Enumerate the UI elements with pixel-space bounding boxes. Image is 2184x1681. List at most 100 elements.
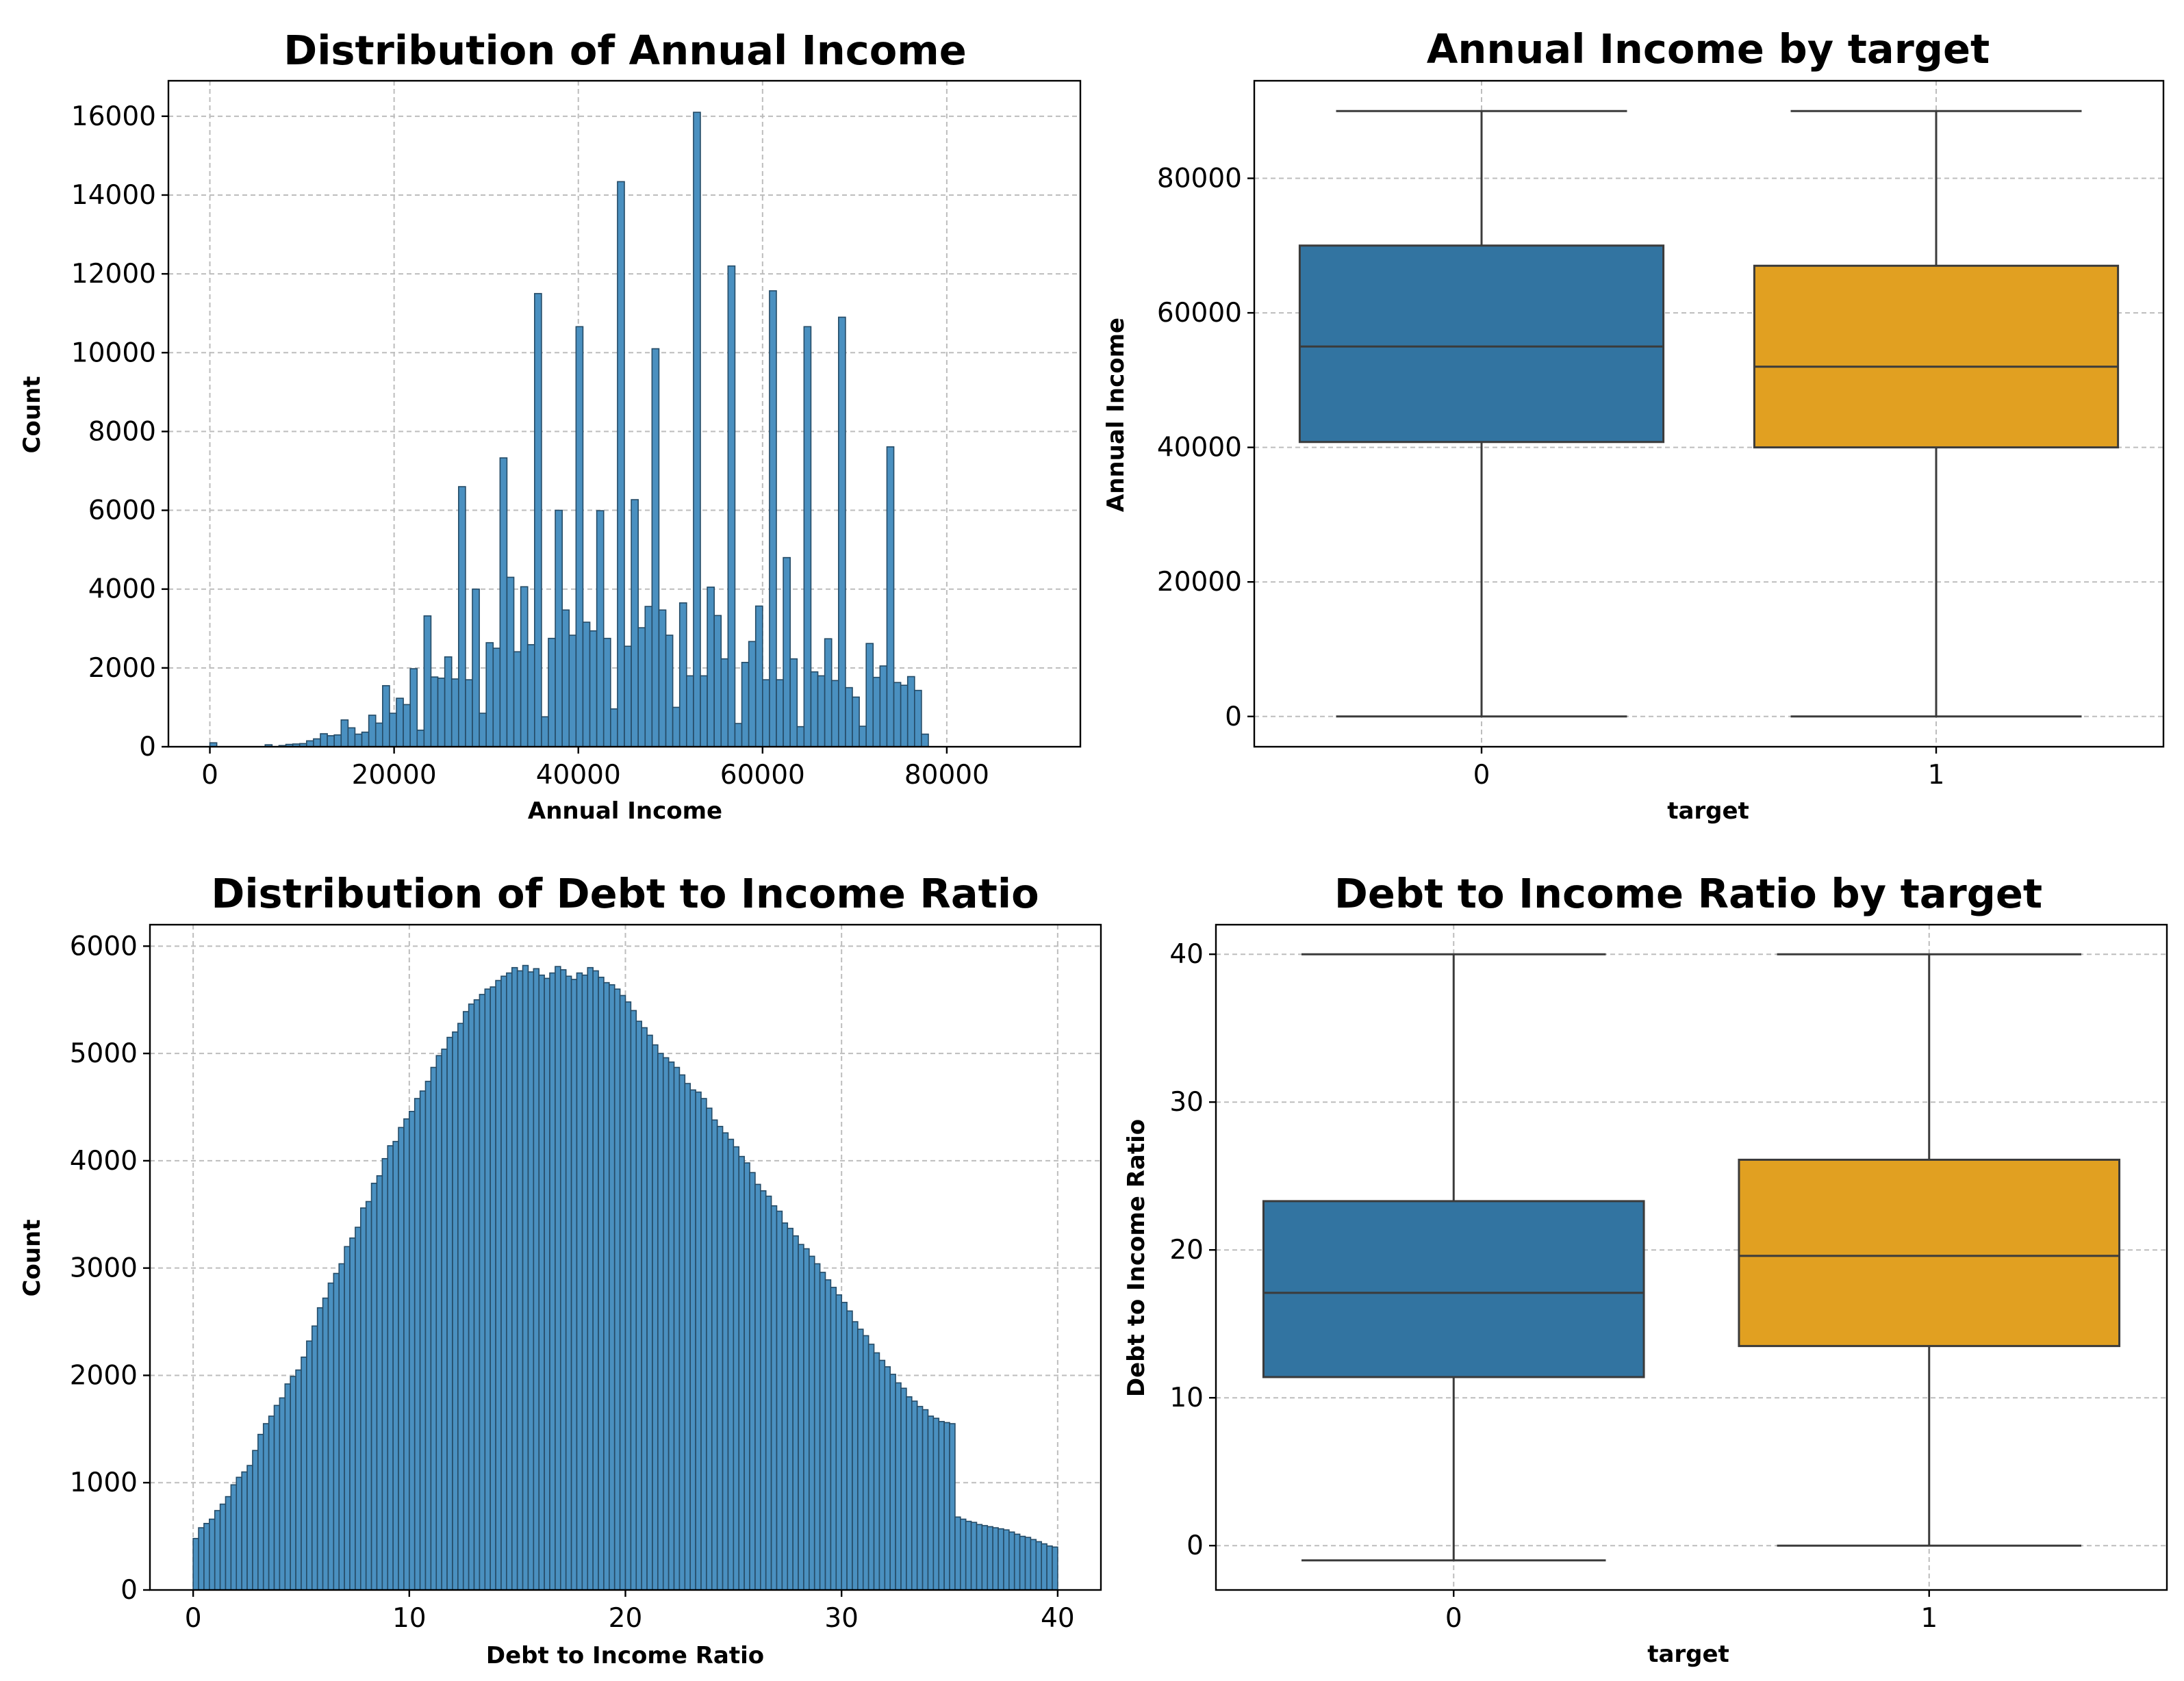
histogram-bar	[295, 1369, 302, 1591]
histogram-bar	[798, 1244, 804, 1591]
histogram-bar	[1003, 1529, 1010, 1591]
y-tick-label: 10	[1169, 1383, 1204, 1413]
histogram-bar	[867, 1344, 875, 1591]
histogram-bar	[770, 1205, 778, 1591]
histogram-bar	[1019, 1535, 1026, 1591]
histogram-bar	[423, 615, 432, 747]
y-tick-label: 10000	[71, 337, 156, 368]
histogram-bar	[981, 1525, 989, 1591]
histogram-bar	[555, 509, 563, 747]
histogram-bar	[938, 1421, 945, 1591]
histogram-bar	[374, 722, 383, 747]
y-tick-label: 2000	[88, 653, 156, 684]
box-iqr	[1262, 1200, 1645, 1378]
histogram-bar	[916, 1406, 924, 1591]
x-tick-label: 0	[1473, 760, 1490, 791]
y-tick-label: 3000	[70, 1253, 138, 1284]
histogram-bar	[520, 586, 529, 747]
histogram-bar	[347, 727, 356, 747]
histogram-bar	[430, 1066, 437, 1591]
histogram-bar	[513, 651, 522, 747]
y-tick-label: 40	[1169, 939, 1204, 970]
histogram-bar	[803, 1248, 810, 1591]
histogram-bar	[446, 1036, 453, 1591]
histogram-bar	[830, 680, 839, 747]
histogram-bar	[965, 1520, 972, 1591]
histogram-bar	[396, 697, 404, 747]
histogram-bar	[678, 1074, 686, 1591]
histogram-bar	[613, 988, 621, 1591]
histogram-bar	[641, 1027, 648, 1591]
histogram-bar	[246, 1465, 253, 1591]
histogram-bar	[479, 994, 486, 1591]
plot-frame	[1215, 923, 2168, 1591]
histogram-bar	[365, 1201, 372, 1591]
histogram-bar	[652, 1044, 659, 1591]
y-tick-label: 6000	[88, 496, 156, 526]
histogram-bar	[576, 972, 583, 1591]
histogram-bar	[538, 974, 545, 1591]
histogram-bar	[575, 326, 584, 747]
histogram-bar	[458, 486, 466, 747]
chart-title: Debt to Income Ratio by target	[1334, 870, 2042, 917]
x-axis-label: target	[1647, 1641, 1729, 1668]
histogram-bar	[301, 1357, 307, 1591]
histogram-bar	[424, 1081, 432, 1591]
histogram-bar	[741, 661, 750, 747]
y-tick-label: 8000	[88, 416, 156, 447]
histogram-bar	[414, 1098, 421, 1591]
x-tick-label: 1	[1928, 760, 1945, 791]
histogram-bar	[796, 726, 805, 747]
histogram-bar	[472, 588, 480, 747]
histogram-bar	[879, 665, 888, 747]
histogram-bar	[630, 1010, 637, 1591]
histogram-bar	[824, 1279, 832, 1591]
histogram-bar	[713, 615, 722, 747]
histogram-bar	[1013, 1533, 1021, 1591]
y-tick-label: 20	[1169, 1235, 1204, 1266]
histogram-bar	[900, 1387, 907, 1591]
histogram-bar	[387, 1145, 394, 1591]
histogram-bar	[359, 1207, 367, 1591]
y-tick-label: 30	[1169, 1087, 1204, 1118]
histogram-bar	[511, 966, 518, 1591]
income-boxplot-panel: Annual Income by target target Annual In…	[1102, 25, 2165, 825]
x-tick-label: 40	[1041, 1603, 1075, 1634]
histogram-bar	[589, 630, 598, 747]
histogram-bar	[878, 1359, 886, 1591]
histogram-bar	[884, 1366, 891, 1591]
histogram-bar	[555, 966, 561, 1591]
histogram-bar	[225, 1496, 232, 1591]
histogram-bar	[835, 1294, 842, 1591]
histogram-bar	[722, 1132, 729, 1591]
histogram-bar	[284, 1383, 291, 1591]
histogram-bar	[1024, 1537, 1032, 1591]
histogram-bar	[603, 981, 610, 1591]
chart-title: Annual Income by target	[1427, 25, 1990, 73]
y-tick-label: 12000	[71, 259, 156, 290]
histogram-bar	[651, 348, 660, 747]
histogram-bar	[490, 986, 496, 1591]
histogram-bar	[544, 977, 550, 1591]
box-iqr	[1298, 244, 1665, 444]
histogram-bar	[398, 1127, 405, 1591]
histogram-bar	[922, 1409, 929, 1591]
histogram-bar	[734, 723, 743, 747]
histogram-bar	[617, 181, 625, 747]
histogram-bar	[852, 1321, 859, 1591]
histogram-bar	[306, 1340, 313, 1591]
histogram-bar	[403, 704, 411, 747]
y-tick-label: 5000	[70, 1038, 138, 1069]
histogram-bar	[624, 1001, 632, 1591]
histogram-bar	[846, 1310, 853, 1591]
histogram-bar	[468, 1003, 475, 1591]
plot-frame	[167, 79, 1082, 748]
histogram-bar	[444, 656, 453, 747]
y-axis-label: Count	[18, 376, 46, 454]
histogram-bar	[781, 1222, 789, 1591]
histogram-bar	[830, 1287, 837, 1591]
histogram-bar	[672, 706, 681, 747]
histogram-bar	[760, 1190, 767, 1591]
histogram-bar	[320, 733, 328, 747]
